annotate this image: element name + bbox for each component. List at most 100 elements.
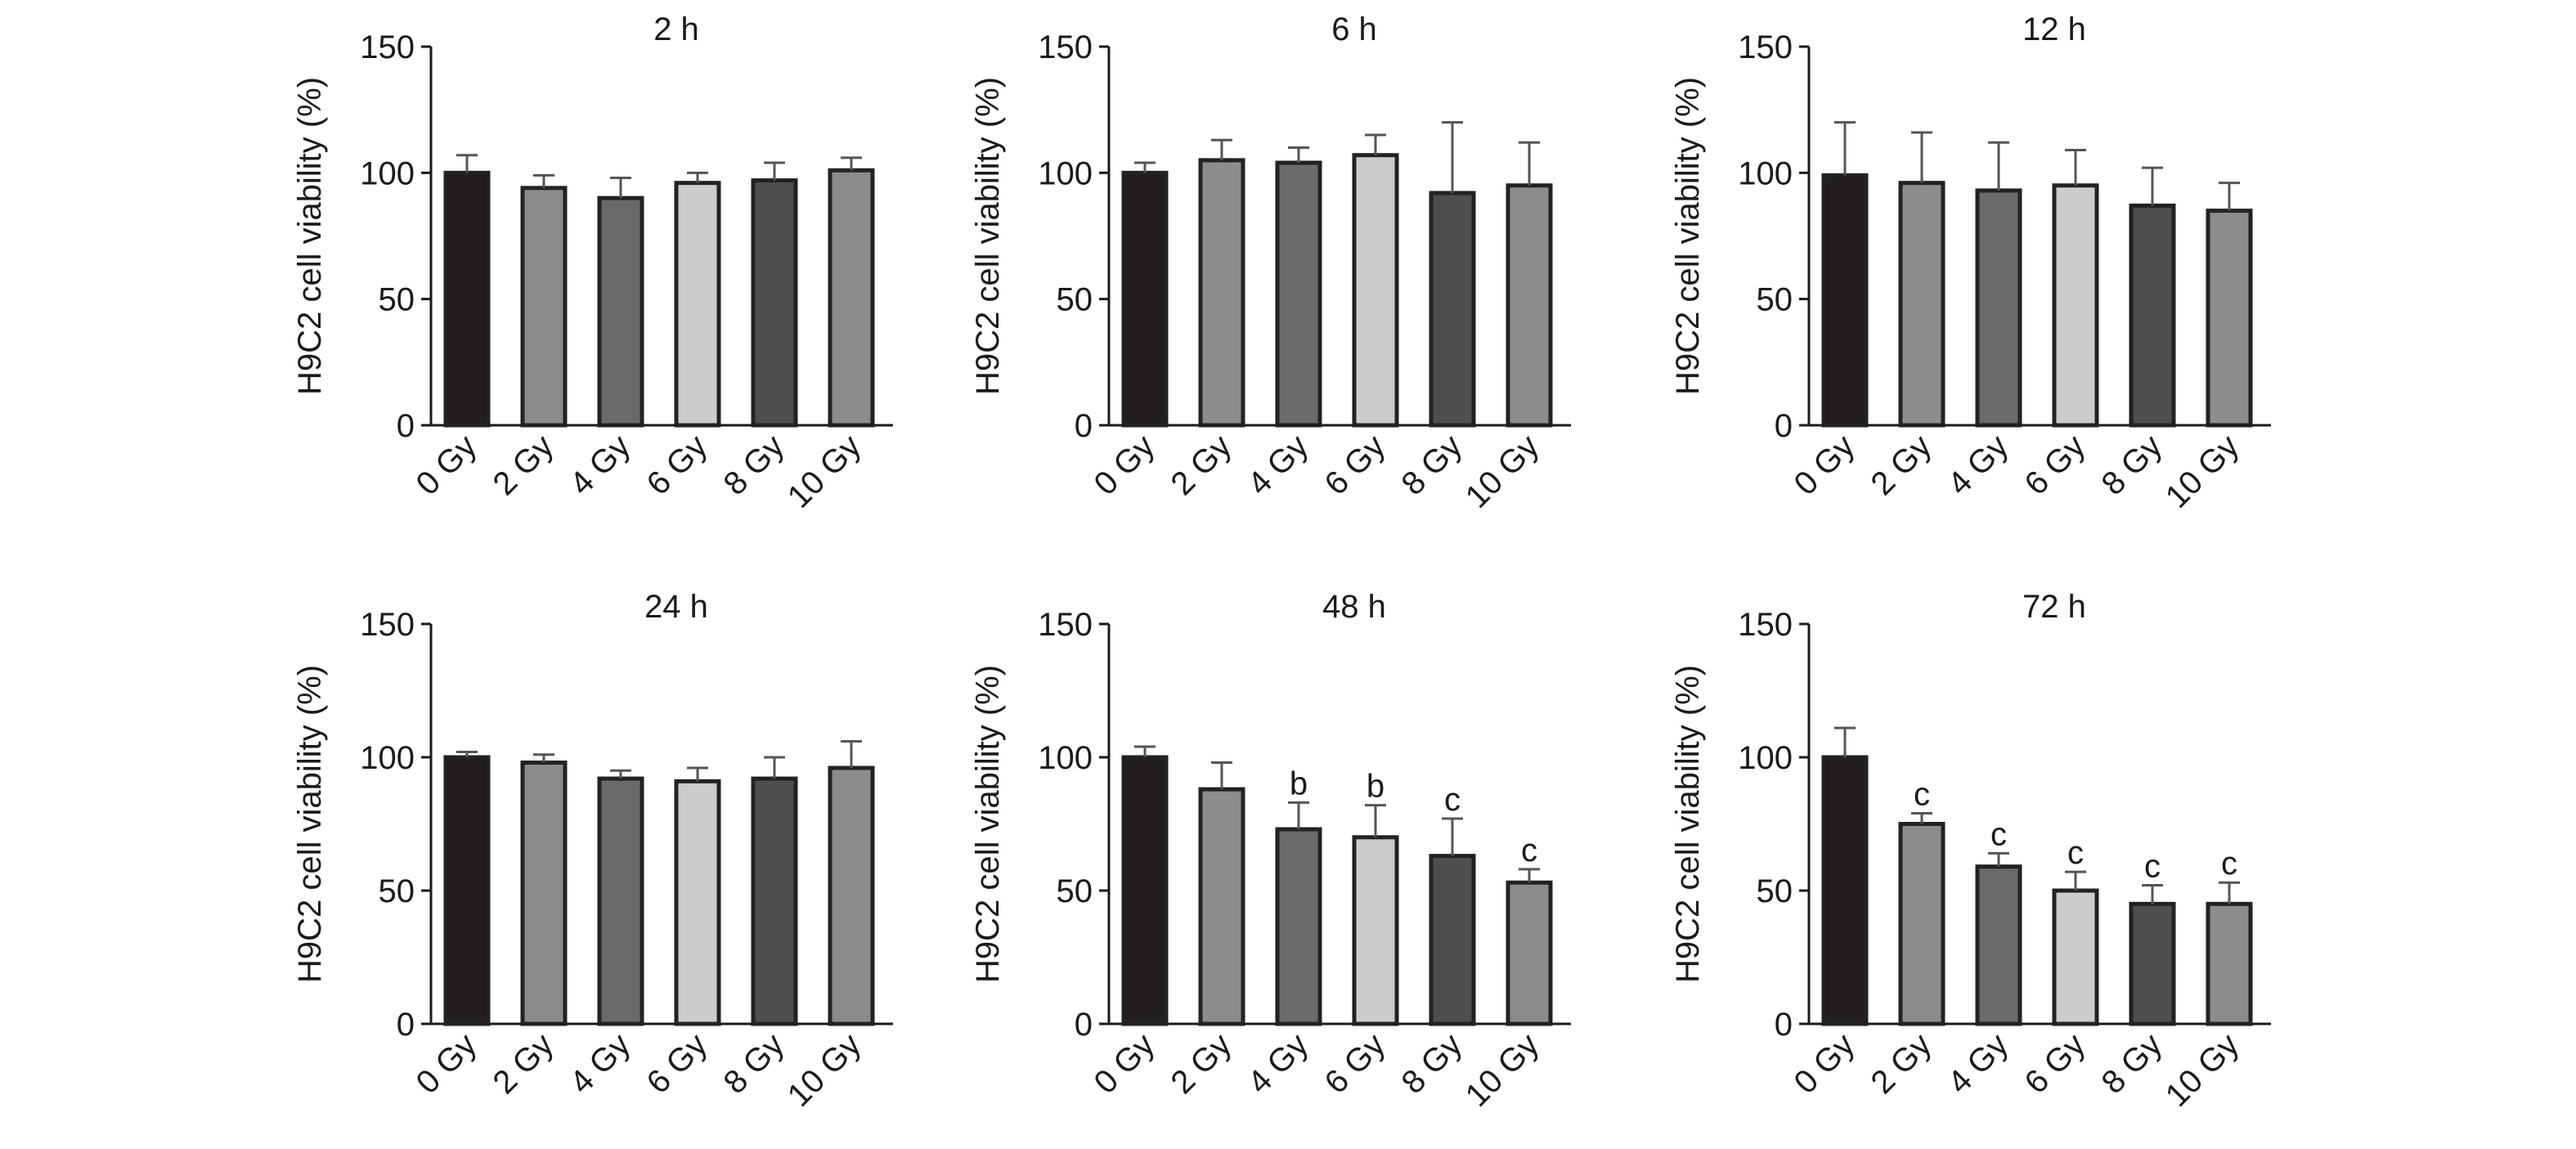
y-tick-label: 100 [1038,155,1093,191]
bar [1506,183,1553,428]
y-tick-label: 150 [1738,607,1793,643]
y-tick-label: 50 [1757,282,1793,318]
x-tick-label: 4 Gy [1941,1026,2016,1101]
x-tick-label: 6 Gy [2018,428,2093,502]
x-tick-label: 2 Gy [1865,1026,1939,1101]
bar [1975,864,2022,1026]
y-tick-label: 50 [1057,282,1093,318]
x-tick-label: 8 Gy [717,1026,792,1101]
significance-label: c [1444,782,1461,818]
y-tick-label: 50 [1757,873,1793,909]
bar [1198,158,1245,428]
y-tick-label: 100 [1738,740,1793,776]
x-tick-label: 2 Gy [487,428,561,502]
chart-panel: 12 h H9C2 cell viability (%) 0 50 100 150 0 Gy… [1670,11,2271,515]
x-tick-label: 2 Gy [487,1026,561,1101]
x-tick-label: 8 Gy [1395,1026,1470,1101]
bar [828,168,875,428]
x-tick-label: 10 Gy [781,1026,868,1114]
bar [1975,188,2022,428]
bar [751,776,798,1026]
significance-label: c [2144,848,2161,884]
bar [1821,173,1869,428]
y-axis-label: H9C2 cell viability (%) [970,665,1006,983]
x-tick-label: 8 Gy [2095,428,2170,502]
bar [597,776,644,1026]
chart-title: 48 h [1322,589,1386,625]
x-tick-label: 10 Gy [781,428,868,515]
bar [443,170,491,428]
x-tick-label: 10 Gy [2159,428,2246,515]
x-tick-label: 4 Gy [1941,428,2016,502]
chart-title: 24 h [644,589,708,625]
bar [520,186,568,428]
bar [1898,181,1945,428]
bar [2206,901,2253,1026]
chart-title: 72 h [2022,589,2086,625]
bar [2052,888,2099,1026]
chart-panel: 48 h H9C2 cell viability (%) 0 50 100 150 0 Gy… [970,589,1571,1114]
y-axis-label: H9C2 cell viability (%) [1670,77,1706,395]
significance-label: c [1521,833,1537,868]
bar [751,178,798,428]
x-tick-label: 4 Gy [563,1026,638,1101]
y-tick-label: 150 [360,29,415,65]
bar [674,181,721,428]
y-tick-label: 50 [379,873,415,909]
x-tick-label: 10 Gy [1459,428,1546,515]
y-axis-label: H9C2 cell viability (%) [970,77,1006,395]
bar [1121,755,1169,1026]
x-tick-label: 0 Gy [410,428,484,502]
x-tick-label: 2 Gy [1165,1026,1239,1101]
x-tick-label: 0 Gy [1788,428,1862,502]
x-tick-label: 8 Gy [1395,428,1470,502]
bar [1121,170,1169,428]
x-tick-label: 8 Gy [2095,1026,2170,1101]
y-tick-label: 0 [1775,1007,1793,1043]
x-tick-label: 4 Gy [1241,1026,1316,1101]
y-axis-label: H9C2 cell viability (%) [292,665,328,983]
significance-label: c [1990,816,2007,852]
y-axis-label: H9C2 cell viability (%) [1670,665,1706,983]
bar [1198,787,1245,1026]
bar [1506,880,1553,1026]
x-tick-label: 10 Gy [1459,1026,1546,1114]
chart-panel: 2 h H9C2 cell viability (%) 0 50 100 150 0 Gy 2… [292,11,893,515]
x-tick-label: 6 Gy [1318,428,1393,502]
x-tick-label: 8 Gy [717,428,792,502]
y-tick-label: 100 [360,155,415,191]
y-tick-label: 100 [360,740,415,776]
y-tick-label: 0 [397,1007,415,1043]
chart-panel: 24 h H9C2 cell viability (%) 0 50 100 150 0 Gy… [292,589,893,1114]
x-tick-label: 0 Gy [410,1026,484,1101]
x-tick-label: 6 Gy [640,1026,715,1101]
bar [2206,209,2253,428]
bar [520,761,568,1026]
x-tick-label: 0 Gy [1788,1026,1862,1101]
chart-title: 2 h [653,11,699,47]
y-tick-label: 50 [1057,873,1093,909]
bar [1429,854,1476,1026]
bar [828,765,875,1026]
y-tick-label: 0 [397,408,415,444]
significance-label: c [2067,835,2084,871]
x-tick-label: 6 Gy [640,428,715,502]
bar [2129,901,2176,1026]
bar [1898,822,1945,1026]
bar [2052,183,2099,428]
bar [674,779,721,1026]
bar [1429,191,1476,428]
bar [1275,160,1322,428]
y-tick-label: 100 [1038,740,1093,776]
significance-label: b [1290,765,1308,801]
x-tick-label: 4 Gy [1241,428,1316,502]
bar [1352,153,1399,428]
chart-title: 6 h [1331,11,1377,47]
y-tick-label: 0 [1075,408,1093,444]
y-tick-label: 50 [379,282,415,318]
y-tick-label: 150 [1038,29,1093,65]
bar [2129,203,2176,428]
bar [443,755,491,1026]
chart-panel: 72 h H9C2 cell viability (%) 0 50 100 150 0 Gy… [1670,589,2271,1114]
